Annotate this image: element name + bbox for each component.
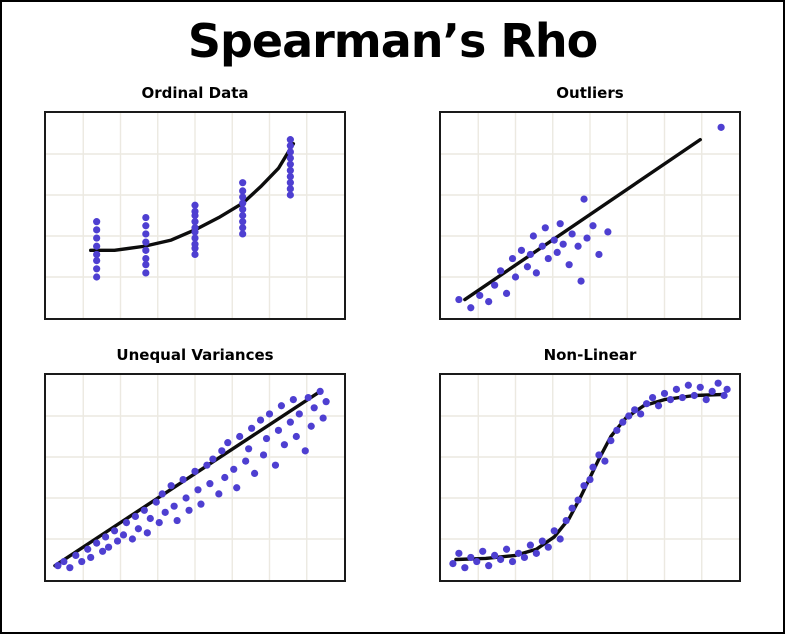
chart-panel-ordinal-data: Ordinal Data: [44, 84, 346, 320]
scatter-plot-non-linear: [439, 373, 741, 582]
chart-panel-unequal-variances: Unequal Variances: [44, 346, 346, 582]
page-title: Spearman’s Rho: [187, 14, 598, 68]
scatter-plot-unequal-variances: [44, 373, 346, 582]
chart-grid: Ordinal Data Outliers Unequal Variances …: [2, 84, 783, 582]
chart-title: Ordinal Data: [141, 84, 249, 102]
chart-title: Non-Linear: [543, 346, 637, 364]
chart-panel-non-linear: Non-Linear: [439, 346, 741, 582]
chart-panel-outliers: Outliers: [439, 84, 741, 320]
chart-title: Unequal Variances: [116, 346, 274, 364]
chart-title: Outliers: [556, 84, 624, 102]
scatter-plot-ordinal-data: [44, 111, 346, 320]
scatter-plot-outliers: [439, 111, 741, 320]
